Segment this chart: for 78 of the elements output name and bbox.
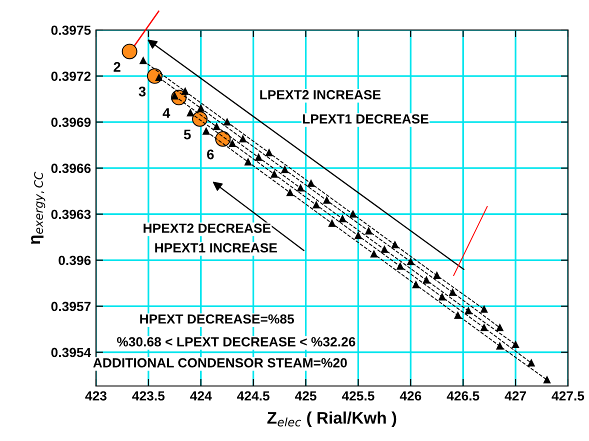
point <box>297 184 304 192</box>
point <box>122 44 138 60</box>
point <box>528 360 535 366</box>
x-tick-label: 425 <box>294 391 316 401</box>
point <box>370 250 378 258</box>
point <box>186 109 194 116</box>
point <box>213 123 220 130</box>
point <box>266 149 273 156</box>
point <box>312 201 320 208</box>
point <box>197 104 204 112</box>
point <box>323 196 330 204</box>
y-tick-label: 0.3969 <box>51 118 91 127</box>
x-tick-label: 426 <box>400 391 422 401</box>
point <box>438 294 446 300</box>
annotation: 4 <box>162 108 170 118</box>
annotation: 3 <box>138 86 146 96</box>
point <box>407 258 414 266</box>
point <box>433 272 440 279</box>
point <box>270 170 278 178</box>
x-tick-label: 425.5 <box>342 391 374 401</box>
point <box>422 276 430 284</box>
y-tick-label: 0.3963 <box>51 210 91 220</box>
x-tick-label: 426.5 <box>446 391 480 401</box>
point <box>171 92 178 100</box>
point <box>255 154 262 161</box>
y-tick-label: 0.3954 <box>51 348 92 358</box>
annotation: 6 <box>207 150 214 160</box>
point <box>182 88 189 95</box>
point <box>512 341 520 348</box>
point <box>224 118 231 126</box>
point <box>140 57 147 64</box>
annotation: HPEXT1 INCREASE <box>155 243 277 252</box>
point <box>380 246 388 253</box>
point <box>480 324 488 332</box>
y-tick-label: 0.396 <box>58 256 91 266</box>
y-tick-label: 0.3957 <box>51 302 91 312</box>
point <box>449 288 456 296</box>
annotation: ADDITIONAL CONDENSOR STEAM=%20 <box>93 358 347 368</box>
point <box>239 135 246 142</box>
x-tick-label: 424 <box>190 391 212 400</box>
point <box>396 262 404 270</box>
point <box>328 220 336 227</box>
annotation: HPEXT DECREASE=%85 <box>140 314 294 324</box>
point <box>339 215 346 222</box>
point <box>496 342 504 350</box>
y-tick-label: 0.3972 <box>51 72 91 81</box>
x-tick-label: 423.5 <box>132 391 165 401</box>
point <box>354 232 362 240</box>
point <box>480 306 488 313</box>
point <box>544 376 550 384</box>
x-tick-label: 427 <box>504 391 526 400</box>
point <box>228 140 236 148</box>
x-tick-label: 424.5 <box>237 391 270 401</box>
annotation: LPEXT2 INCREASE <box>260 90 381 100</box>
annotation: 2 <box>114 62 120 72</box>
point <box>496 324 504 332</box>
annotation: HPEXT2 DECREASE <box>144 224 271 233</box>
point <box>464 307 472 314</box>
point <box>286 189 294 196</box>
x-tick-label: 427.5 <box>552 391 584 401</box>
annotation: 5 <box>184 130 191 140</box>
x-axis-title: Z$_{elec}$ ( Rial/Kwh ) <box>267 411 396 428</box>
point <box>365 228 372 234</box>
point <box>412 281 420 288</box>
annotation: LPEXT1 DECREASE <box>302 114 428 124</box>
y-tick-label: 0.3975 <box>51 26 91 35</box>
point <box>155 74 162 82</box>
point <box>350 210 356 218</box>
annotation: %30.68 < LPEXT DECREASE < %32.26 <box>116 337 356 346</box>
point <box>281 166 288 174</box>
point <box>391 241 398 248</box>
x-tick-label: 423 <box>85 391 107 401</box>
y-tick-label: 0.3966 <box>51 164 91 174</box>
point <box>308 180 314 187</box>
point <box>454 312 462 319</box>
y-axis-title: η$_{exergy,CC}$ <box>31 172 46 244</box>
point <box>244 158 252 166</box>
point <box>202 128 210 135</box>
